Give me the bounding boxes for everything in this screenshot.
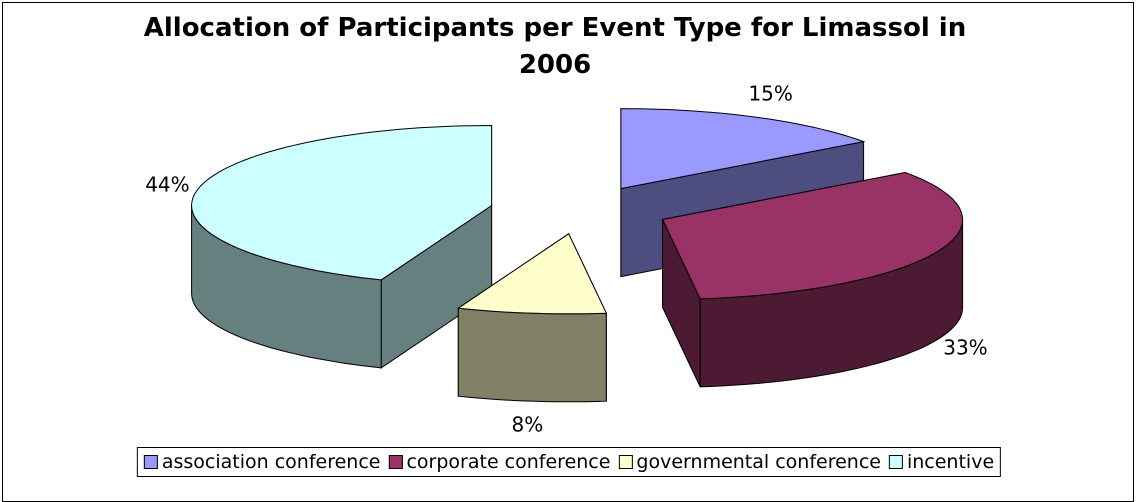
legend-label: corporate conference: [406, 451, 611, 473]
slice: [661, 171, 964, 388]
legend-swatch: [618, 455, 633, 469]
legend-swatch: [143, 455, 158, 469]
slice: [456, 232, 608, 403]
legend-label: incentive: [906, 451, 995, 473]
legend-item: association conference: [143, 451, 381, 473]
slice-outer-wall: [457, 307, 607, 403]
chart-title: Allocation of Participants per Event Typ…: [143, 13, 967, 80]
legend-item: incentive: [888, 451, 995, 473]
legend-item: governmental conference: [618, 451, 881, 473]
legend-label: governmental conference: [636, 451, 881, 473]
slice-top: [191, 124, 493, 281]
legend-swatch: [388, 455, 403, 469]
slice-top: [620, 108, 866, 190]
data-label: 33%: [943, 336, 987, 360]
data-label: 15%: [748, 82, 792, 106]
legend-swatch: [888, 455, 903, 469]
slice: [191, 124, 493, 369]
data-label: 44%: [145, 172, 189, 196]
legend-item: corporate conference: [388, 451, 610, 473]
legend-label: association conference: [161, 451, 381, 473]
data-label: 8%: [511, 412, 543, 436]
chart: 15% 33% 8% 44%: [145, 82, 987, 437]
slice-top: [661, 171, 964, 300]
slice-top: [456, 233, 608, 315]
legend: association conference corporate conferen…: [136, 447, 1002, 477]
